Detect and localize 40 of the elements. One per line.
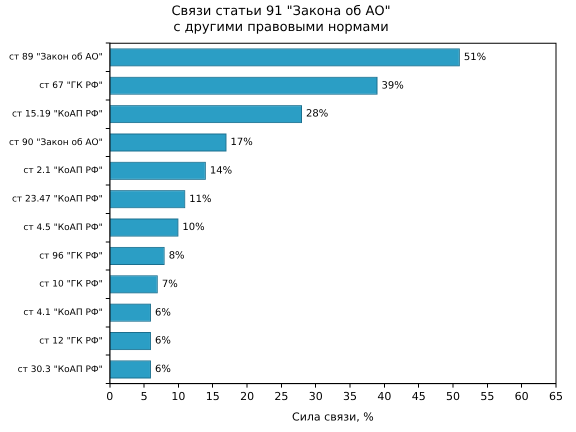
x-tick-label: 60 — [514, 390, 529, 404]
data-label: 39% — [382, 80, 404, 92]
x-tick-label: 45 — [412, 390, 426, 404]
y-tick-label: ст 67 "ГК РФ" — [39, 81, 103, 92]
data-label: 14% — [210, 165, 232, 176]
y-tick-label: ст 12 "ГК РФ" — [39, 336, 103, 346]
x-tick-label: 40 — [377, 390, 392, 404]
data-label: 6% — [154, 307, 171, 318]
x-tick-label: 25 — [274, 390, 288, 404]
x-tick-label: 65 — [549, 390, 563, 404]
x-tick-label: 50 — [446, 390, 460, 404]
data-label: 7% — [162, 278, 178, 290]
y-tick-label: ст 96 "ГК РФ" — [39, 251, 103, 262]
y-tick-label: ст 90 "Закон об АО" — [8, 138, 103, 148]
x-tick-label: 10 — [171, 390, 186, 404]
x-tick-label: 15 — [206, 390, 220, 404]
x-tick-label: 30 — [308, 390, 323, 404]
y-tick-label: ст 30.3 "КоАП РФ" — [18, 364, 103, 375]
y-tick-label: ст 89 "Закон об АО" — [8, 52, 103, 63]
x-tick-label: 55 — [480, 390, 494, 404]
data-label: 11% — [189, 194, 212, 205]
x-tick-label: 5 — [140, 390, 148, 404]
y-tick-label: ст 2.1 "КоАП РФ" — [23, 166, 103, 176]
x-tick-label: 35 — [343, 390, 358, 404]
data-label: 6% — [154, 336, 171, 347]
x-axis-title: Сила связи, % — [292, 410, 374, 424]
y-tick-label: ст 4.5 "КоАП РФ" — [23, 222, 103, 233]
y-tick-label: ст 4.1 "КоАП РФ" — [23, 308, 103, 318]
data-label: 28% — [306, 108, 328, 120]
y-tick-label: ст 10 "ГК РФ" — [39, 280, 103, 290]
x-tick-label: 0 — [106, 390, 114, 404]
chart-title: Связи статьи 91 "Закона об АО" с другими правовыми нормами — [171, 4, 391, 35]
data-label: 6% — [154, 364, 171, 376]
data-label: 10% — [182, 222, 205, 234]
y-tick-label: ст 15.19 "КоАП РФ" — [12, 109, 103, 120]
data-label: 8% — [168, 250, 185, 262]
y-tick-label: ст 23.47 "КоАП РФ" — [12, 194, 103, 205]
x-tick-label: 20 — [240, 390, 254, 404]
data-label: 51% — [464, 52, 486, 63]
data-label: 17% — [230, 137, 253, 148]
